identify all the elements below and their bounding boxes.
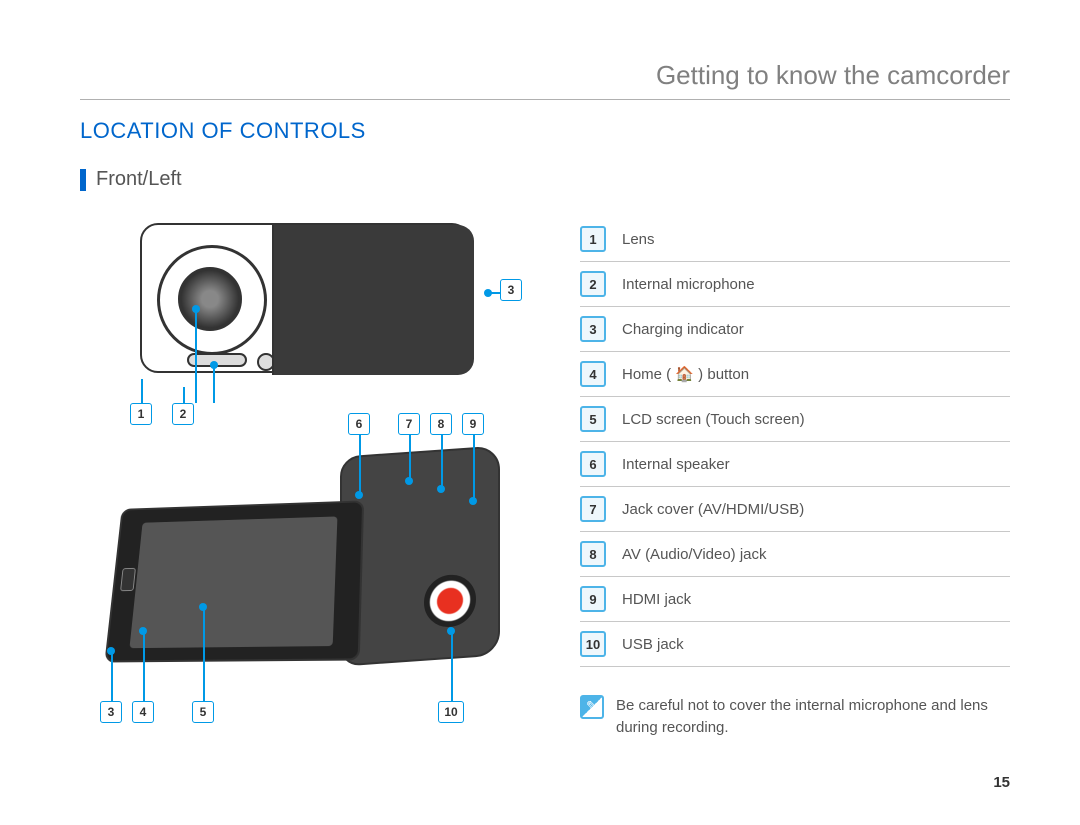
callout-line [213,365,215,403]
callout-line [359,435,361,493]
callout-line [451,631,453,701]
diagram-left-view: 6 7 8 9 3 4 5 10 [80,431,500,721]
legend-label: HDMI jack [622,591,691,608]
legend-row: 5 LCD screen (Touch screen) [580,397,1010,442]
legend-row: 9 HDMI jack [580,577,1010,622]
legend-row: 7 Jack cover (AV/HDMI/USB) [580,487,1010,532]
legend-label: Internal speaker [622,456,730,473]
callout-line [473,435,475,499]
legend-number: 5 [580,406,606,432]
callout-line [441,435,443,487]
callout-line [141,379,143,403]
accent-bar [80,169,86,191]
legend-label: USB jack [622,636,684,653]
callout-dot [437,485,445,493]
legend-number: 10 [580,631,606,657]
lcd-screen-icon [129,516,337,648]
callout-number-3b: 3 [100,701,122,723]
legend-label: Lens [622,231,655,248]
callout-line [143,631,145,701]
diagram-front-view: SAMSUNG 1 2 3 [80,211,500,421]
legend-number: 2 [580,271,606,297]
legend-row: 3 Charging indicator [580,307,1010,352]
subsection-title: Front/Left [96,168,182,191]
callout-line [409,435,411,479]
callout-number-3: 3 [500,279,522,301]
callout-line [111,651,113,701]
home-button-icon [120,568,136,591]
callout-dot [469,497,477,505]
callout-number-9: 9 [462,413,484,435]
note-icon [580,695,604,719]
callout-number-8: 8 [430,413,452,435]
legend-number: 8 [580,541,606,567]
brand-logo: SAMSUNG [372,297,449,309]
legend-label: AV (Audio/Video) jack [622,546,767,563]
section-title: LOCATION OF CONTROLS [80,118,1010,144]
legend-number: 6 [580,451,606,477]
legend-row: 4 Home ( 🏠 ) button [580,352,1010,397]
legend-row: 10 USB jack [580,622,1010,667]
legend-row: 6 Internal speaker [580,442,1010,487]
callout-number-5: 5 [192,701,214,723]
legend-label: Jack cover (AV/HDMI/USB) [622,501,804,518]
note-text: Be careful not to cover the internal mic… [616,695,1010,739]
subsection-header: Front/Left [80,168,1010,191]
legend-row: 2 Internal microphone [580,262,1010,307]
callout-dot [199,603,207,611]
callout-dot [355,491,363,499]
callout-dot [107,647,115,655]
callout-number-2: 2 [172,403,194,425]
lens-icon [178,267,242,331]
callout-number-4: 4 [132,701,154,723]
callout-line [203,607,205,701]
callout-line [195,309,197,403]
callout-number-1: 1 [130,403,152,425]
legend-number: 1 [580,226,606,252]
callout-dot [139,627,147,635]
page-number: 15 [993,774,1010,791]
diagram-column: SAMSUNG 1 2 3 [80,211,540,739]
legend-label: Home ( 🏠 ) button [622,365,749,383]
legend-label: LCD screen (Touch screen) [622,411,805,428]
callout-number-7: 7 [398,413,420,435]
legend-number: 9 [580,586,606,612]
legend-label: Internal microphone [622,276,755,293]
legend-table: 1 Lens 2 Internal microphone 3 Charging indic… [580,211,1010,739]
callout-number-6: 6 [348,413,370,435]
record-button-icon [424,573,476,629]
callout-line [183,387,185,403]
callout-number-10: 10 [438,701,464,723]
callout-dot [405,477,413,485]
legend-label: Charging indicator [622,321,744,338]
note-row: Be careful not to cover the internal mic… [580,695,1010,739]
legend-row: 1 Lens [580,217,1010,262]
legend-number: 3 [580,316,606,342]
callout-line [488,292,500,294]
legend-number: 7 [580,496,606,522]
legend-number: 4 [580,361,606,387]
chapter-title: Getting to know the camcorder [80,60,1010,100]
camera-body: SAMSUNG [140,223,470,373]
camera-body-open [340,445,500,666]
legend-row: 8 AV (Audio/Video) jack [580,532,1010,577]
callout-dot [447,627,455,635]
